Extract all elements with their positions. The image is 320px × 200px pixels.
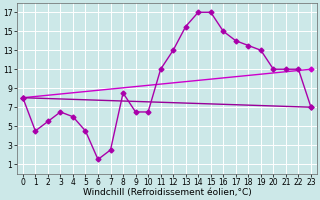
X-axis label: Windchill (Refroidissement éolien,°C): Windchill (Refroidissement éolien,°C)	[83, 188, 251, 197]
